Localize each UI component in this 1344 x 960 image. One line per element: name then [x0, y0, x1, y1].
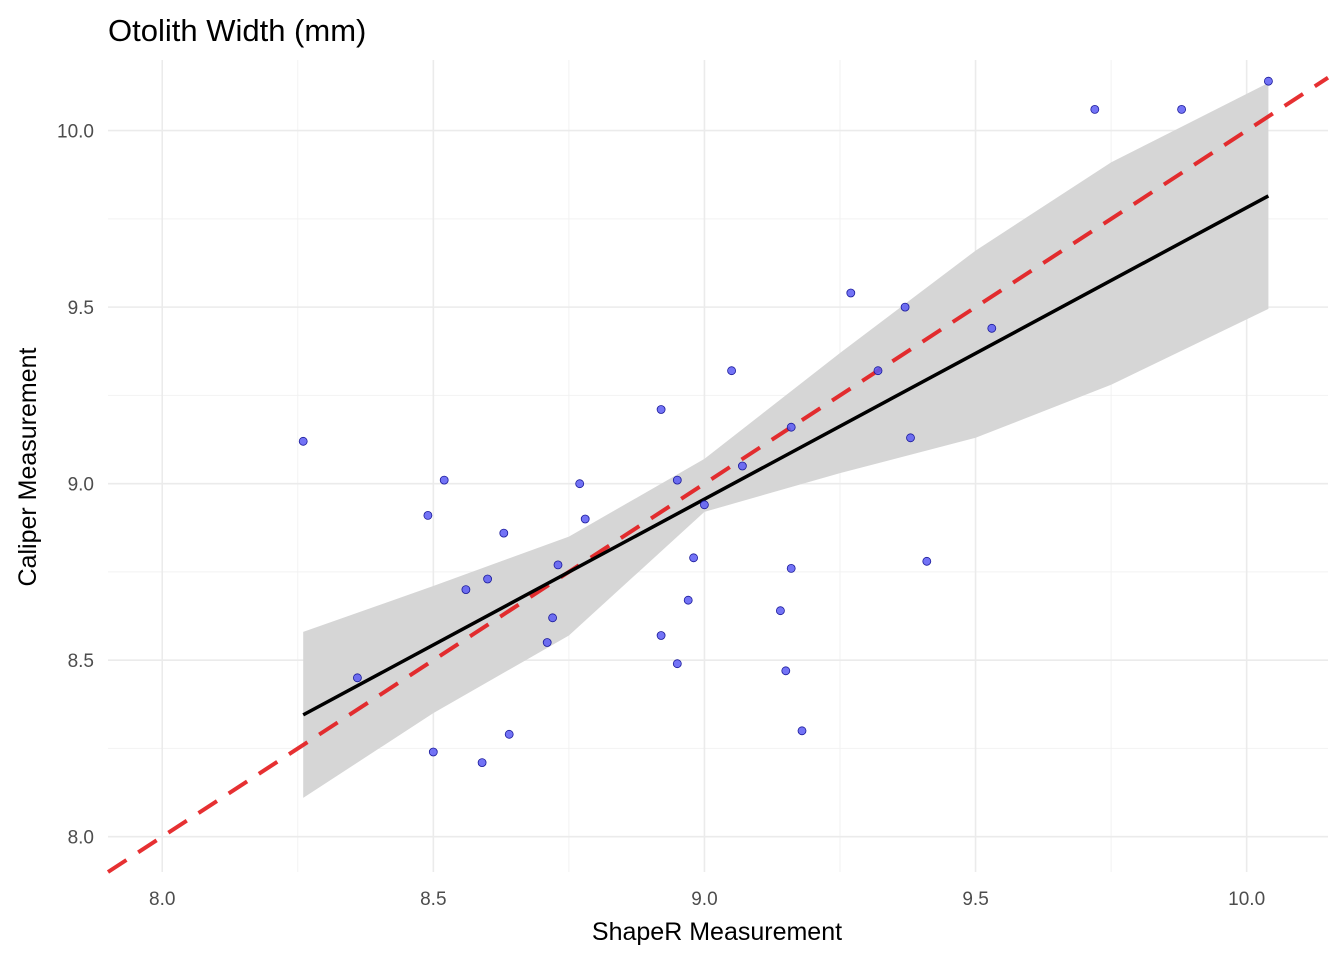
data-point — [504, 729, 514, 739]
x-tick-label: 9.5 — [962, 889, 988, 910]
data-point — [776, 606, 785, 616]
data-point — [477, 758, 487, 767]
data-point — [499, 528, 509, 538]
data-point — [575, 479, 585, 489]
data-point — [689, 553, 698, 563]
x-tick-label: 10.0 — [1228, 889, 1265, 910]
chart-title: Otolith Width (mm) — [108, 13, 366, 48]
y-axis-tick-labels: 8.0 8.5 9.0 9.5 10.0 — [57, 122, 94, 849]
y-tick-label: 9.0 — [68, 475, 94, 496]
data-point — [781, 666, 791, 676]
regression-line-layer — [302, 194, 1270, 717]
data-point — [700, 500, 709, 510]
data-point — [553, 560, 563, 570]
data-point — [423, 511, 433, 520]
data-point — [906, 433, 915, 443]
data-point — [900, 302, 910, 312]
data-point — [987, 323, 997, 333]
y-tick-label: 10.0 — [57, 122, 94, 143]
data-point — [672, 659, 682, 669]
data-point — [1264, 76, 1273, 86]
data-point — [298, 436, 308, 446]
data-point — [542, 638, 552, 647]
data-point — [786, 422, 796, 432]
data-point — [439, 475, 449, 485]
grid-lines — [108, 60, 1328, 872]
regression-line — [302, 194, 1270, 717]
y-tick-label: 9.5 — [68, 298, 94, 319]
y-tick-label: 8.0 — [68, 828, 94, 849]
confidence-band-layer — [303, 82, 1269, 798]
data-point — [797, 726, 807, 736]
data-point — [738, 461, 747, 471]
data-point — [922, 556, 932, 566]
x-tick-label: 8.5 — [420, 889, 446, 910]
data-point — [672, 475, 682, 485]
data-point — [483, 574, 493, 584]
data-point — [786, 564, 796, 573]
data-point — [461, 585, 471, 594]
x-tick-label: 8.0 — [149, 889, 175, 910]
y-axis-title: Caliper Measurement — [14, 347, 42, 586]
confidence-band — [303, 82, 1269, 798]
x-axis-title: ShapeR Measurement — [592, 918, 842, 946]
data-point — [683, 595, 693, 605]
data-point — [548, 613, 557, 623]
data-point — [727, 366, 736, 376]
data-point — [428, 747, 438, 757]
data-point — [352, 673, 362, 683]
data-point — [1177, 105, 1186, 114]
x-tick-label: 9.0 — [691, 889, 717, 910]
data-point — [873, 366, 883, 376]
data-points — [298, 76, 1273, 767]
data-point — [846, 288, 856, 298]
data-point — [580, 514, 590, 524]
y-tick-label: 8.5 — [68, 651, 94, 672]
data-point — [1090, 105, 1100, 114]
data-point — [656, 631, 666, 640]
identity-line-layer — [106, 75, 1330, 874]
x-axis-tick-labels: 8.0 8.5 9.0 9.5 10.0 — [149, 889, 1265, 910]
data-point — [656, 405, 666, 414]
identity-line — [106, 75, 1330, 874]
